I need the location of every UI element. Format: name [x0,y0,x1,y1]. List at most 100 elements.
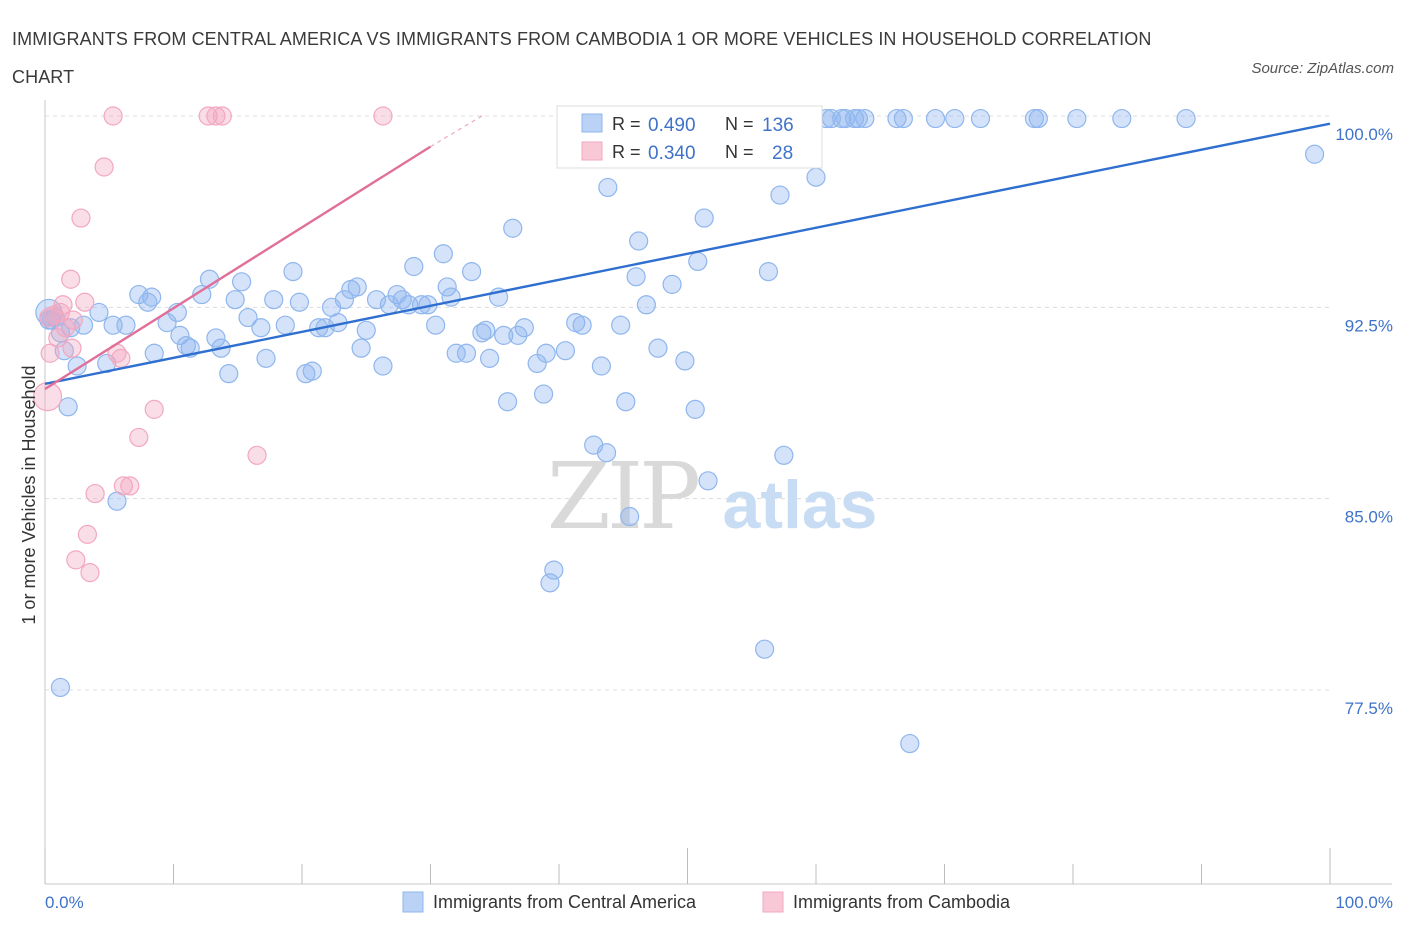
point-central-america-81 [598,177,618,198]
point-central-america-46 [373,356,393,376]
point-cambodia-5 [53,295,73,315]
point-central-america-24 [219,364,239,384]
point-central-america-65 [494,325,514,345]
point-central-america-82 [596,443,617,463]
point-cambodia-26 [212,106,232,126]
point-central-america-55 [433,244,453,264]
stats-n-value-1: 136 [762,115,794,136]
point-central-america-105 [758,262,779,282]
point-central-america-124 [970,108,991,129]
point-cambodia-25 [206,106,226,126]
trend-line-cambodia [44,145,432,390]
legend-swatch-cambodia [762,891,784,913]
point-central-america-33 [289,292,310,312]
point-cambodia-13 [77,524,98,544]
point-central-america-126 [1028,108,1048,129]
axes [44,100,1392,885]
trend-line-central-america [44,122,1331,386]
point-central-america-88 [636,295,656,315]
chart-title: IMMIGRANTS FROM CENTRAL AMERICA VS IMMIG… [12,29,1152,87]
point-central-america-133 [58,397,78,417]
point-central-america-84 [616,392,636,412]
point-central-america-69 [514,318,534,338]
point-central-america-118 [855,108,875,129]
point-central-america-28 [251,318,271,338]
stats-n-label-2: N = [725,142,754,162]
point-cambodia-22 [129,427,149,448]
point-central-america-13 [142,287,162,307]
stats-n-value-2: 28 [772,143,793,164]
watermark-zip: ZIP [547,443,698,550]
tick-labels: 100.0% 92.5% 85.0% 77.5% 0.0% 100.0% [45,125,1393,912]
point-central-america-68 [508,325,528,345]
point-cambodia-6 [55,318,76,338]
point-central-america-80 [591,356,612,376]
point-central-america-25 [225,290,245,310]
point-central-america-2 [50,323,71,343]
legend: Immigrants from Central America Immigran… [402,891,1011,913]
source-label: Source: ZipAtlas.com [1251,60,1394,77]
point-central-america-63 [480,348,500,368]
point-central-america-43 [351,338,371,358]
point-central-america-26 [232,272,252,292]
point-central-america-86 [626,267,646,287]
point-cambodia-3 [48,328,68,348]
point-central-america-130 [1304,144,1325,164]
stats-r-value-2: 0.340 [648,143,696,164]
point-central-america-31 [275,315,295,335]
trend-lines [44,115,1331,390]
point-cambodia-24 [198,106,218,126]
x-tick-label-1: 100.0% [1335,893,1393,912]
point-central-america-107 [770,185,790,205]
point-cambodia-14 [80,563,100,583]
point-central-america-7 [89,302,109,323]
point-cambodia-16 [94,157,114,177]
point-central-america-56 [437,277,457,297]
point-central-america-117 [848,108,869,129]
point-central-america-51 [404,256,424,277]
stats-box: R = 0.490 N = 136 R = 0.340 N = 28 [556,105,823,169]
point-central-america-29 [256,348,276,368]
point-central-america-59 [456,343,477,363]
point-central-america-17 [170,325,190,345]
y-tick-label-2: 85.0% [1345,508,1393,527]
point-central-america-32 [283,262,303,282]
point-cambodia-29 [39,307,59,328]
point-central-america-92 [675,351,695,371]
y-tick-label-0: 100.0% [1335,125,1393,144]
legend-label-cambodia: Immigrants from Cambodia [793,892,1011,912]
point-cambodia-7 [61,269,81,289]
point-central-america-121 [900,733,920,754]
point-central-america-85 [620,506,640,527]
point-central-america-62 [476,320,496,340]
y-tick-label-3: 77.5% [1345,699,1393,718]
point-central-america-30 [264,290,284,310]
point-central-america-93 [685,399,705,419]
point-cambodia-1 [40,343,60,363]
point-central-america-22 [206,328,226,348]
point-central-america-75 [555,341,576,361]
legend-swatch-central-america [402,891,424,913]
point-central-america-20 [192,284,212,305]
point-central-america-35 [302,361,322,381]
watermark: ZIP atlas [547,443,878,550]
point-central-america-123 [945,108,965,129]
point-central-america-120 [893,108,913,129]
point-cambodia-28 [373,106,393,126]
point-central-america-104 [754,639,775,659]
stats-swatch-cambodia [581,141,603,161]
point-central-america-67 [503,218,523,238]
point-central-america-128 [1112,108,1132,129]
point-central-america-74 [544,560,564,580]
x-tick-label-0: 0.0% [45,893,84,912]
point-central-america-49 [392,290,412,310]
point-central-america-71 [533,384,554,404]
point-cambodia-20 [113,476,133,496]
y-axis-label: 1 or more Vehicles in Household [19,365,39,624]
point-cambodia-9 [63,310,83,330]
point-central-america-73 [540,573,560,593]
stats-r-label-1: R = [612,114,641,134]
point-central-america-77 [572,315,592,335]
point-cambodia-15 [85,483,105,504]
y-tick-label-1: 92.5% [1345,316,1393,335]
